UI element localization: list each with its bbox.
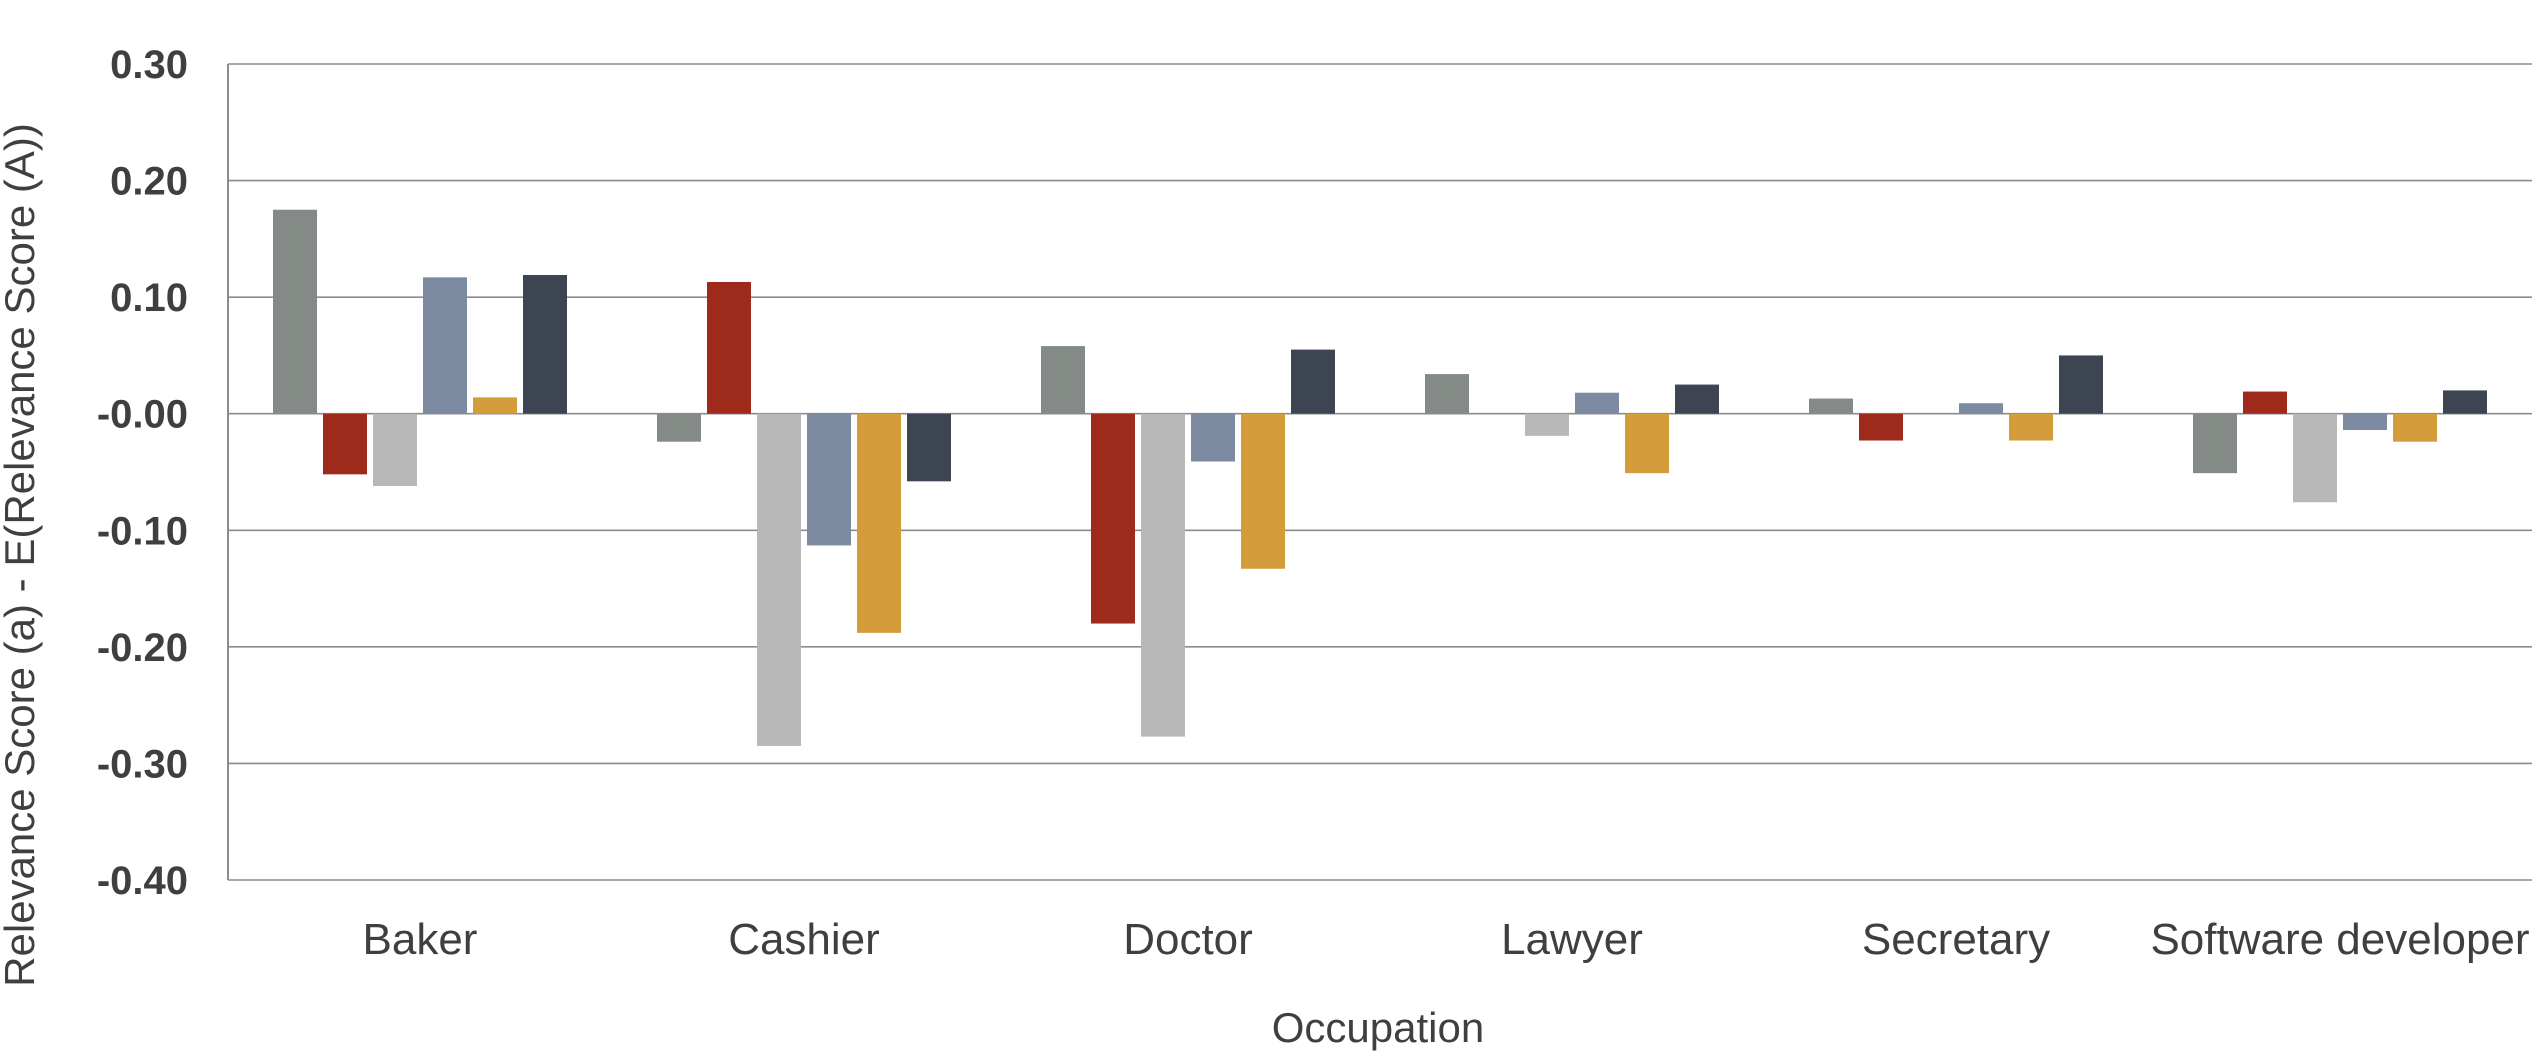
bar	[707, 281, 751, 414]
bar	[1675, 384, 1719, 414]
bar	[657, 413, 701, 442]
bar	[2443, 390, 2487, 414]
bar	[1091, 413, 1135, 624]
bar	[2059, 355, 2103, 414]
grid-lines	[227, 63, 2532, 881]
bar	[473, 397, 517, 414]
bar	[1425, 374, 1469, 414]
y-tick-label: -0.00	[97, 393, 188, 437]
x-tick-label: Cashier	[728, 915, 880, 964]
bar	[2293, 413, 2337, 503]
y-tick-label: 0.10	[110, 276, 188, 320]
y-tick-label: -0.30	[97, 742, 188, 786]
bar	[1959, 403, 2003, 414]
bar	[1241, 413, 1285, 569]
bar	[423, 277, 467, 414]
bar	[757, 413, 801, 746]
bar	[2009, 413, 2053, 441]
y-axis-title: Relevance Score (a) - E(Relevance Score …	[0, 123, 43, 987]
bar	[523, 274, 567, 414]
bar	[323, 413, 367, 475]
bar	[1809, 398, 1853, 414]
bar	[1525, 413, 1569, 436]
bar	[1625, 413, 1669, 474]
x-axis-title: Occupation	[1272, 1004, 1484, 1051]
bar	[1141, 413, 1185, 737]
bar	[1191, 413, 1235, 462]
y-tick-label: -0.20	[97, 626, 188, 670]
bar	[1291, 349, 1335, 414]
bar	[2193, 413, 2237, 474]
y-tick-label: -0.40	[97, 859, 188, 903]
y-tick-label: -0.10	[97, 509, 188, 553]
bar	[1859, 413, 1903, 441]
bar	[857, 413, 901, 633]
bars	[273, 209, 2487, 746]
bar	[373, 413, 417, 486]
y-tick-label: 0.30	[110, 43, 188, 87]
bar	[2393, 413, 2437, 442]
x-tick-label: Baker	[363, 915, 478, 964]
bar	[1575, 392, 1619, 414]
y-tick-label: 0.20	[110, 160, 188, 204]
bar	[807, 413, 851, 546]
x-tick-label: Software developer	[2150, 915, 2529, 964]
bar	[273, 209, 317, 414]
bar	[2243, 391, 2287, 414]
bar	[907, 413, 951, 482]
y-tick-labels: 0.30 0.20 0.10 -0.00 -0.10 -0.20 -0.30 -0.40	[97, 43, 188, 903]
bar	[2343, 413, 2387, 431]
x-tick-label: Secretary	[1862, 915, 2050, 964]
bar	[1041, 346, 1085, 414]
x-tick-label: Doctor	[1123, 915, 1253, 964]
x-tick-label: Lawyer	[1501, 915, 1643, 964]
x-tick-labels: Baker Cashier Doctor Lawyer Secretary Softwar…	[363, 915, 2530, 964]
